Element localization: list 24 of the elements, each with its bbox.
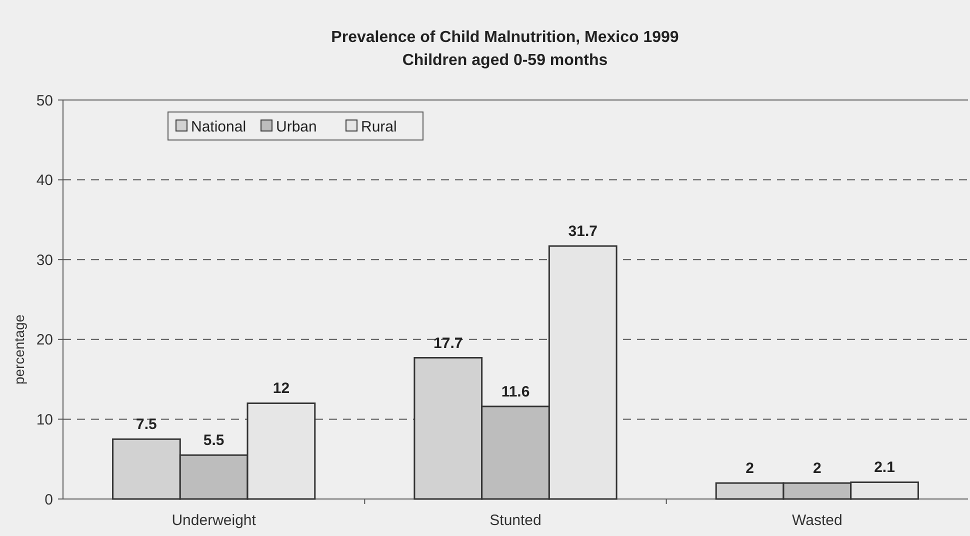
data-label: 2 — [812, 460, 822, 478]
x-tick-label: Wasted — [792, 512, 842, 529]
chart-title: Prevalence of Child Malnutrition, Mexico 1999 — [331, 29, 679, 46]
y-tick-label: 30 — [36, 252, 53, 269]
data-label: 7.5 — [136, 416, 157, 434]
y-tick-label: 40 — [36, 172, 53, 190]
data-label: 12 — [272, 380, 290, 398]
legend-label: National — [191, 118, 246, 136]
x-tick-label: Underweight — [172, 512, 257, 529]
data-label: 31.7 — [568, 223, 598, 240]
chart-subtitle: Children aged 0-59 months — [402, 52, 608, 69]
y-tick-label: 50 — [36, 92, 53, 110]
data-label: 17.7 — [434, 334, 463, 352]
legend-label: Urban — [276, 118, 317, 136]
y-tick-label: 0 — [44, 491, 53, 508]
data-label: 2.1 — [874, 459, 895, 476]
x-tick-label: Stunted — [490, 512, 542, 529]
y-tick-label: 20 — [36, 332, 53, 349]
y-axis-title: percentage — [11, 314, 27, 385]
data-label: 11.6 — [501, 383, 530, 400]
data-label: 2 — [746, 460, 754, 478]
data-label: 5.5 — [203, 432, 224, 450]
y-tick-label: 10 — [36, 411, 53, 428]
legend-label: Rural — [361, 118, 397, 136]
